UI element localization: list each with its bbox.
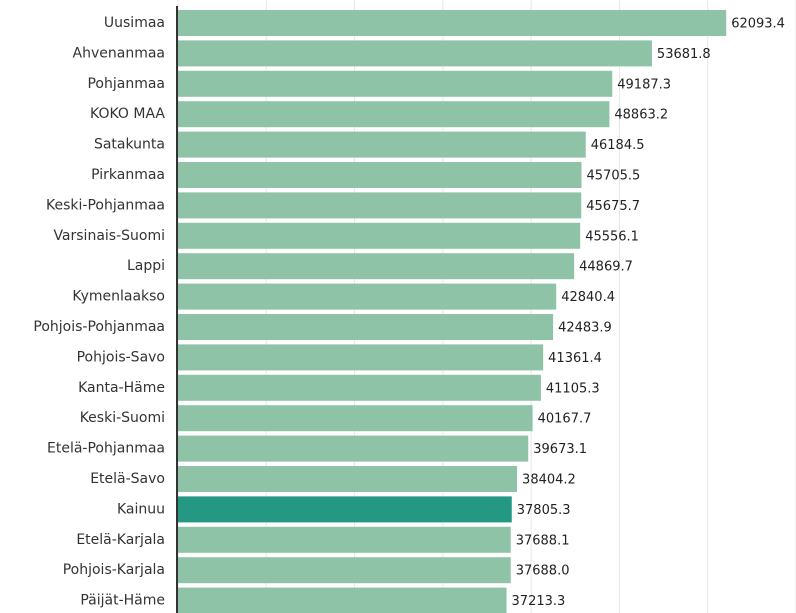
- value-label: 48863.2: [614, 108, 668, 123]
- value-label: 37688.0: [516, 564, 570, 579]
- category-label: Ahvenanmaa: [73, 45, 165, 61]
- bar: [178, 557, 511, 584]
- bar: [178, 496, 512, 523]
- category-label: Kainuu: [117, 501, 165, 517]
- bar: [178, 526, 511, 553]
- category-label: Pirkanmaa: [91, 167, 165, 183]
- bar: [178, 10, 727, 36]
- category-label: Keski-Suomi: [80, 410, 165, 426]
- value-label: 38404.2: [522, 473, 576, 488]
- value-label: 40167.7: [538, 412, 592, 427]
- category-label: Pohjois-Pohjanmaa: [33, 319, 165, 335]
- value-label: 53681.8: [657, 47, 711, 62]
- category-label: Kymenlaakso: [72, 289, 165, 305]
- category-label: Pohjois-Savo: [77, 349, 165, 365]
- category-label: Päijät-Häme: [80, 593, 165, 609]
- category-label: Pohjois-Karjala: [63, 562, 165, 578]
- category-label: Pohjanmaa: [87, 76, 165, 92]
- category-label: Uusimaa: [104, 15, 165, 31]
- value-label: 39673.1: [533, 442, 587, 457]
- value-label: 44869.7: [579, 260, 633, 275]
- value-label: 62093.4: [731, 17, 785, 32]
- value-label: 37688.1: [516, 533, 570, 548]
- value-label: 42483.9: [558, 321, 612, 336]
- value-label: 37213.3: [512, 594, 566, 609]
- value-label: 49187.3: [617, 77, 671, 92]
- bar: [178, 374, 541, 401]
- category-label: Kanta-Häme: [78, 380, 165, 396]
- category-label: Varsinais-Suomi: [53, 228, 165, 244]
- bar: [178, 405, 533, 432]
- bar: [178, 253, 575, 280]
- value-label: 37805.3: [517, 503, 571, 518]
- bar: [178, 70, 613, 97]
- bar: [178, 466, 518, 492]
- category-label: KOKO MAA: [90, 106, 165, 122]
- bar: [178, 222, 581, 249]
- bar: [178, 283, 557, 310]
- bar: [178, 101, 610, 128]
- category-label: Etelä-Pohjanmaa: [47, 441, 165, 457]
- category-label: Satakunta: [94, 137, 165, 153]
- bar: [178, 435, 529, 462]
- bar: [178, 40, 652, 67]
- bar: [178, 192, 582, 219]
- category-label: Etelä-Savo: [90, 471, 165, 487]
- category-label: Lappi: [127, 258, 165, 274]
- value-label: 45675.7: [586, 199, 640, 214]
- bar: [178, 162, 582, 188]
- bar: [178, 314, 554, 340]
- value-label: 42840.4: [561, 290, 615, 305]
- value-label: 45705.5: [587, 169, 641, 184]
- value-label: 45556.1: [585, 229, 639, 244]
- category-label: Keski-Pohjanmaa: [46, 197, 165, 213]
- value-label: 41105.3: [546, 381, 600, 396]
- bar: [178, 587, 507, 613]
- category-label: Etelä-Karjala: [76, 532, 165, 548]
- value-label: 41361.4: [548, 351, 602, 366]
- bar: [178, 131, 586, 158]
- value-label: 46184.5: [591, 138, 645, 153]
- bar: [178, 344, 544, 371]
